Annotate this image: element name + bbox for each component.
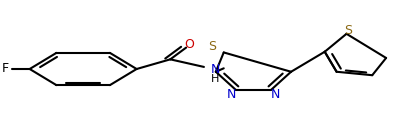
Text: N: N: [270, 88, 280, 101]
Text: H: H: [211, 74, 219, 84]
Text: N: N: [210, 63, 220, 76]
Text: O: O: [185, 38, 194, 51]
Text: S: S: [208, 40, 216, 53]
Text: F: F: [2, 63, 9, 75]
Text: N: N: [227, 88, 236, 101]
Text: S: S: [345, 24, 352, 37]
